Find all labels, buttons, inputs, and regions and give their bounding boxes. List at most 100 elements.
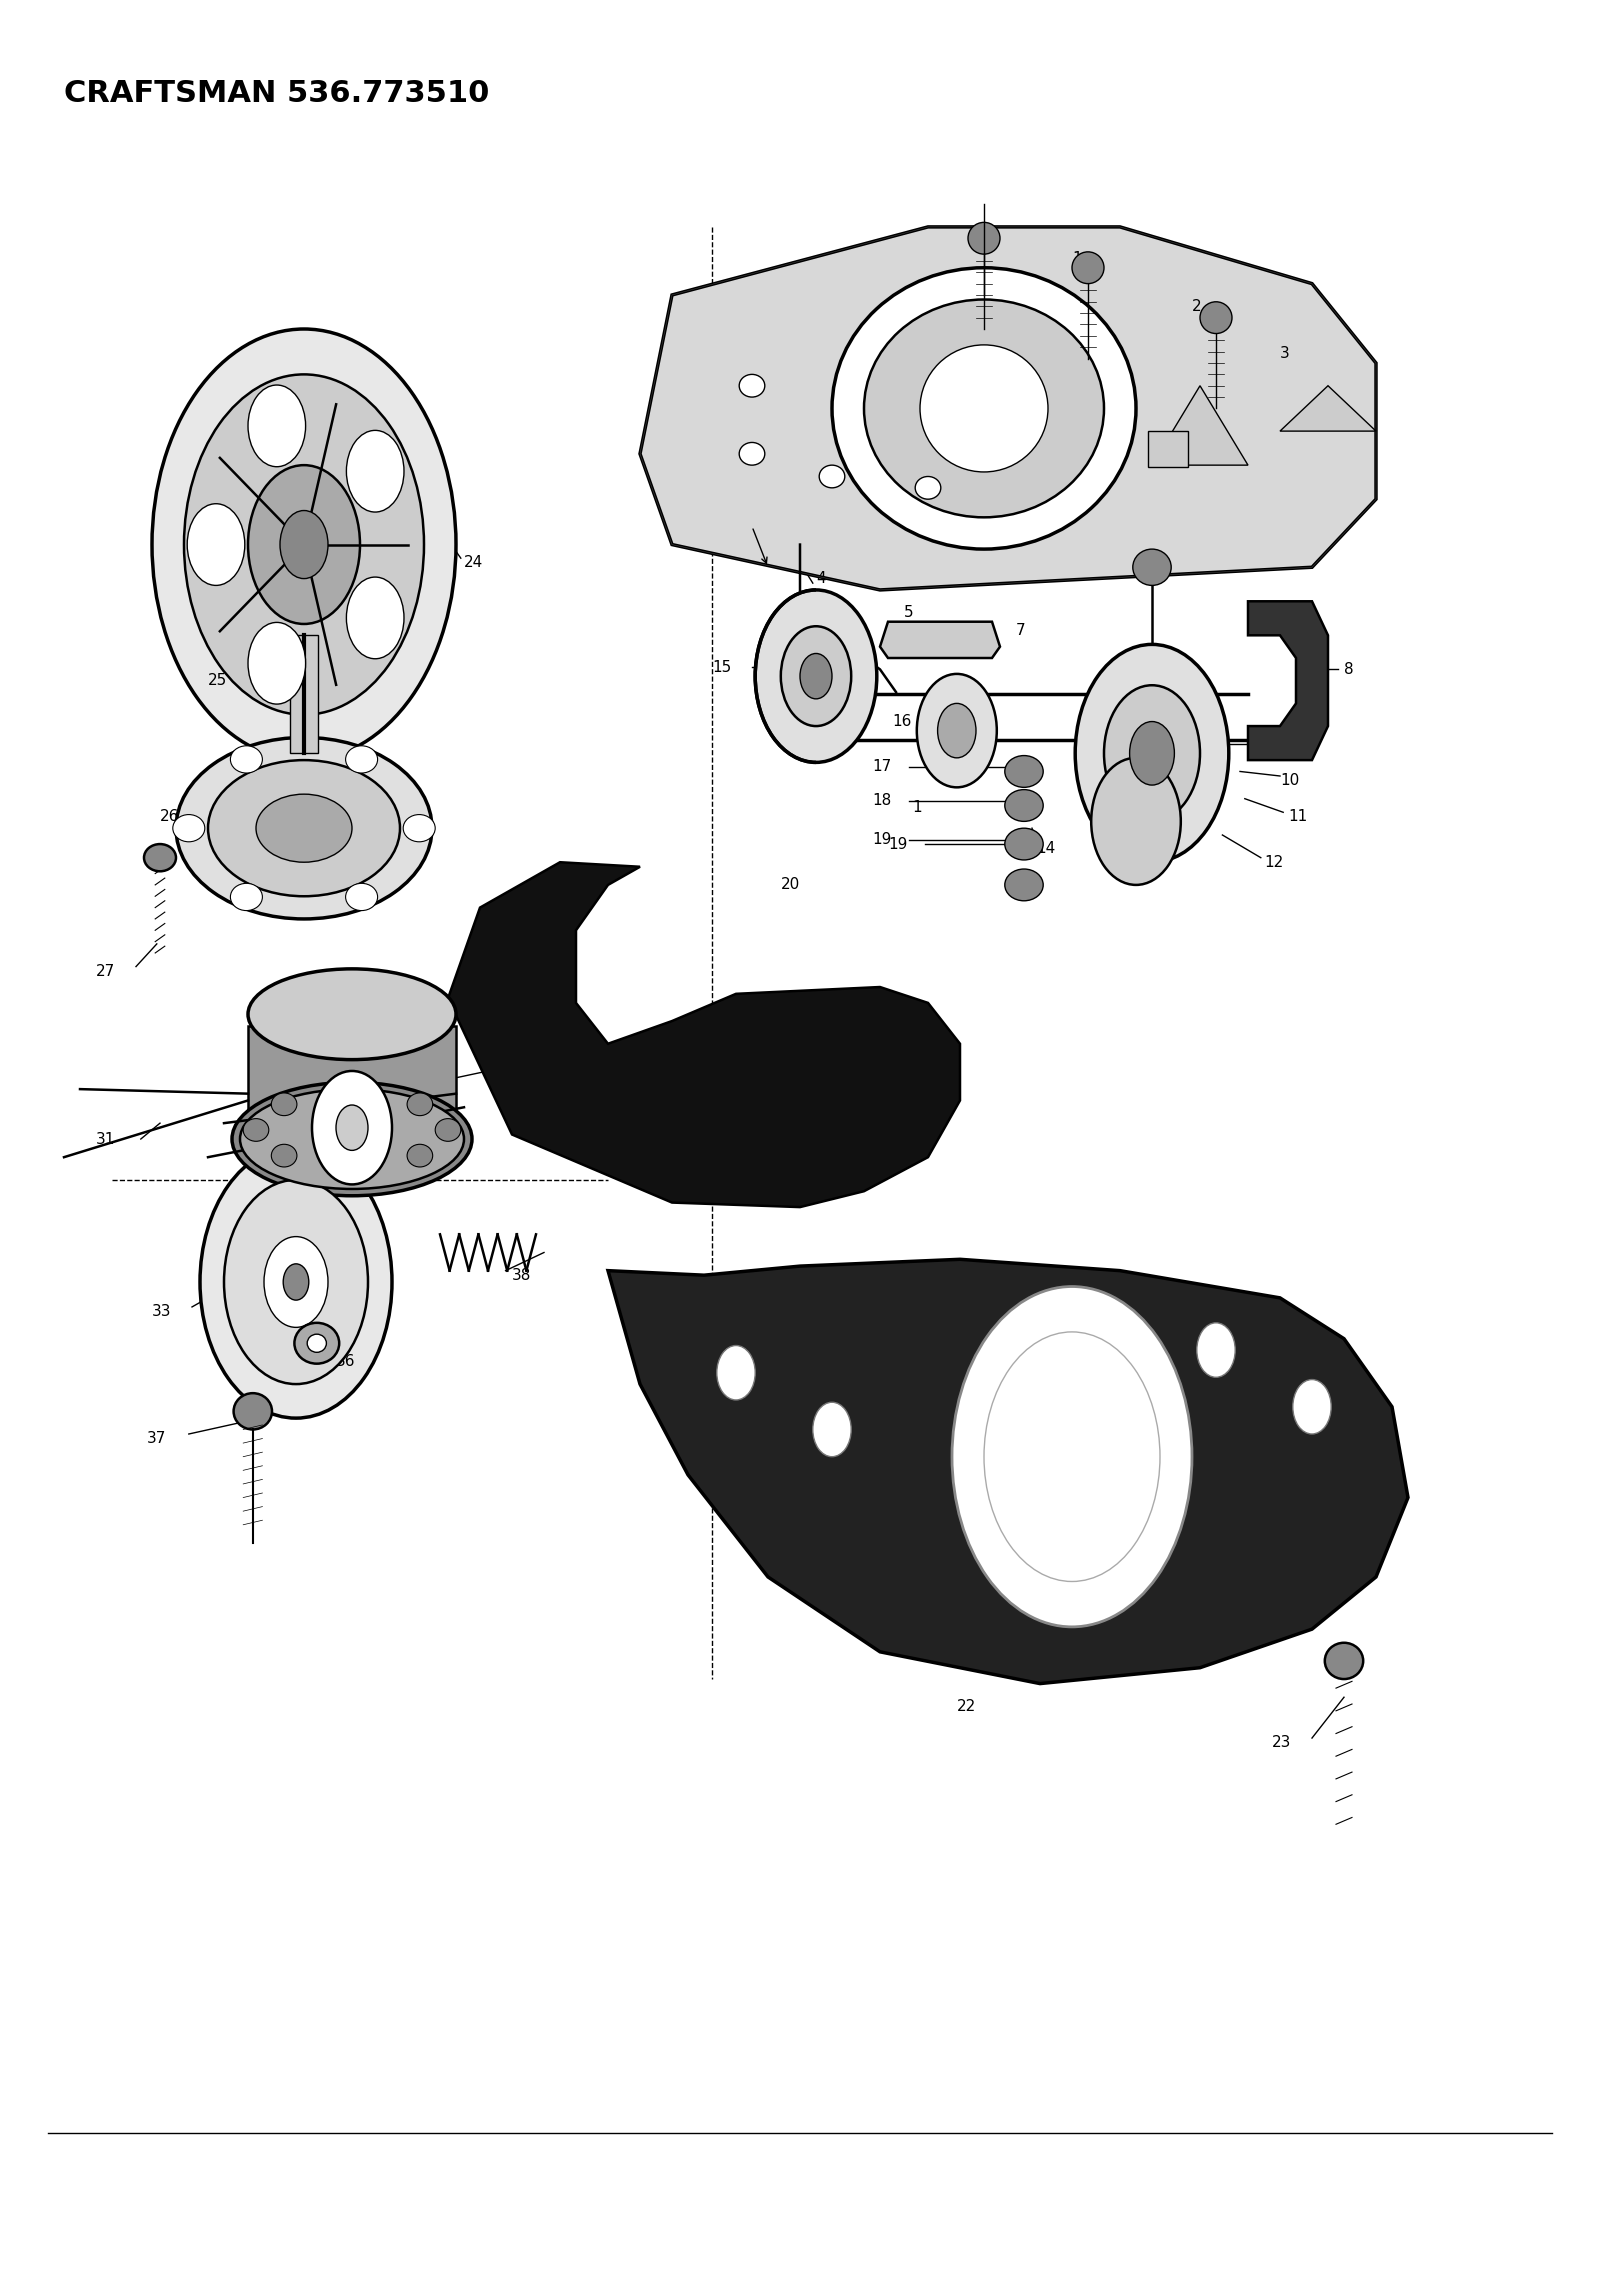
Ellipse shape <box>1072 252 1104 284</box>
Text: 7: 7 <box>1016 624 1026 638</box>
Ellipse shape <box>243 1119 269 1141</box>
Ellipse shape <box>173 815 205 842</box>
Circle shape <box>917 674 997 787</box>
Polygon shape <box>1152 386 1248 465</box>
Ellipse shape <box>346 431 403 513</box>
Ellipse shape <box>1200 302 1232 334</box>
Text: 13: 13 <box>1149 860 1168 874</box>
FancyBboxPatch shape <box>290 635 318 753</box>
Ellipse shape <box>832 268 1136 549</box>
Circle shape <box>1104 685 1200 821</box>
Circle shape <box>1075 644 1229 862</box>
Text: 19: 19 <box>888 837 907 851</box>
Circle shape <box>336 1105 368 1150</box>
Text: 1: 1 <box>912 801 922 815</box>
Ellipse shape <box>256 794 352 862</box>
Circle shape <box>312 1071 392 1184</box>
Ellipse shape <box>819 465 845 488</box>
Polygon shape <box>448 862 960 1207</box>
Ellipse shape <box>272 1094 298 1116</box>
Circle shape <box>184 374 424 715</box>
Ellipse shape <box>346 576 403 658</box>
Ellipse shape <box>248 386 306 467</box>
Circle shape <box>717 1346 755 1400</box>
Ellipse shape <box>346 747 378 774</box>
Ellipse shape <box>1005 869 1043 901</box>
Ellipse shape <box>406 1144 432 1166</box>
Text: CRAFTSMAN 536.773510: CRAFTSMAN 536.773510 <box>64 79 490 109</box>
Ellipse shape <box>187 504 245 585</box>
Text: 4: 4 <box>816 572 826 585</box>
Circle shape <box>1197 1323 1235 1377</box>
Circle shape <box>1293 1380 1331 1434</box>
Text: 20: 20 <box>781 878 800 892</box>
Text: 36: 36 <box>336 1355 355 1368</box>
Text: 29: 29 <box>496 1064 515 1078</box>
Circle shape <box>938 703 976 758</box>
Text: 18: 18 <box>872 794 891 808</box>
Text: 1: 1 <box>1072 252 1082 265</box>
Circle shape <box>813 1402 851 1457</box>
Ellipse shape <box>230 883 262 910</box>
Ellipse shape <box>403 815 435 842</box>
Text: 11: 11 <box>1288 810 1307 824</box>
Text: 5: 5 <box>904 606 914 619</box>
Ellipse shape <box>208 760 400 896</box>
Circle shape <box>755 590 877 762</box>
Ellipse shape <box>1005 790 1043 821</box>
Text: 37: 37 <box>147 1432 166 1445</box>
Circle shape <box>952 1287 1192 1627</box>
Ellipse shape <box>739 442 765 465</box>
Ellipse shape <box>1325 1643 1363 1679</box>
Text: 14: 14 <box>1037 842 1056 855</box>
Text: 31: 31 <box>96 1132 115 1146</box>
Text: 2: 2 <box>1192 300 1202 313</box>
Ellipse shape <box>915 476 941 499</box>
Text: 3: 3 <box>1280 347 1290 361</box>
Ellipse shape <box>435 1119 461 1141</box>
Text: 27: 27 <box>96 964 115 978</box>
Ellipse shape <box>739 374 765 397</box>
Text: 15: 15 <box>712 660 731 674</box>
Circle shape <box>283 1264 309 1300</box>
Ellipse shape <box>307 1334 326 1352</box>
Circle shape <box>1091 758 1181 885</box>
Circle shape <box>264 1237 328 1327</box>
Ellipse shape <box>339 1082 365 1105</box>
Text: 26: 26 <box>160 810 179 824</box>
Ellipse shape <box>176 737 432 919</box>
Ellipse shape <box>272 1144 298 1166</box>
Circle shape <box>280 511 328 579</box>
Circle shape <box>800 653 832 699</box>
Text: 25: 25 <box>208 674 227 688</box>
Ellipse shape <box>234 1393 272 1429</box>
Text: 6: 6 <box>880 638 890 651</box>
Text: 10: 10 <box>1280 774 1299 787</box>
Circle shape <box>248 465 360 624</box>
Ellipse shape <box>1005 828 1043 860</box>
Text: 12: 12 <box>1264 855 1283 869</box>
Text: 19: 19 <box>872 833 891 846</box>
Circle shape <box>1130 722 1174 785</box>
Circle shape <box>152 329 456 760</box>
Ellipse shape <box>230 747 262 774</box>
Text: 23: 23 <box>1272 1736 1291 1749</box>
Text: 24: 24 <box>464 556 483 570</box>
Text: 22: 22 <box>957 1699 976 1713</box>
Polygon shape <box>608 1259 1408 1684</box>
Ellipse shape <box>339 1155 365 1178</box>
Ellipse shape <box>864 300 1104 517</box>
Ellipse shape <box>1005 756 1043 787</box>
Ellipse shape <box>968 222 1000 254</box>
Text: 8: 8 <box>1344 663 1354 676</box>
Text: 9: 9 <box>1267 737 1277 751</box>
Ellipse shape <box>248 969 456 1060</box>
Polygon shape <box>880 622 1000 658</box>
Ellipse shape <box>406 1094 432 1116</box>
Ellipse shape <box>240 1089 464 1189</box>
Text: 17: 17 <box>872 760 891 774</box>
FancyBboxPatch shape <box>1149 431 1187 467</box>
Ellipse shape <box>920 345 1048 472</box>
Ellipse shape <box>248 622 306 703</box>
Text: 30: 30 <box>448 1132 467 1146</box>
